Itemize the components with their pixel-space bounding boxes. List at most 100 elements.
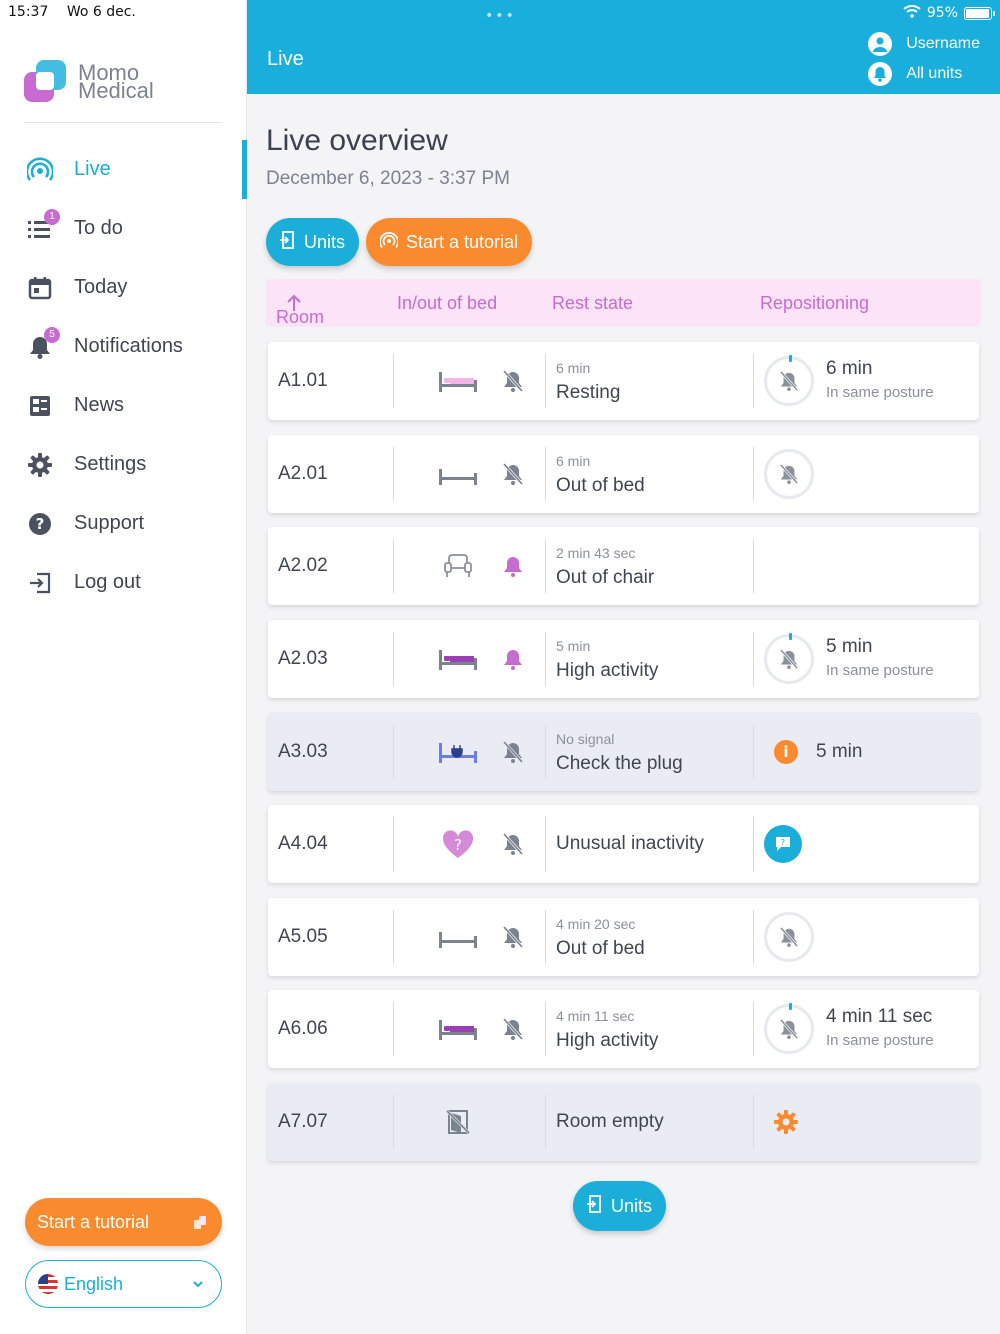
rest-label: Out of bed [556,475,645,496]
notifications-badge: 5 [44,326,60,343]
chevron-down-icon [191,1275,205,1296]
rest-label: High activity [556,1030,659,1051]
sidebar-item-label: Today [74,276,128,298]
sidebar-item-label: Settings [74,453,147,475]
bell-muted-icon[interactable] [502,462,524,486]
sidebar-item-support[interactable]: ? Support [0,494,247,553]
table-row[interactable]: A2.02 2 min 43 sec Out of chair [268,527,979,605]
user-icon [868,32,893,56]
column-repositioning[interactable]: Repositioning [760,293,870,313]
rest-time: 5 min [556,638,591,654]
rest-state: 4 min 11 sec High activity [556,1008,658,1052]
table-row[interactable]: A3.03 No signal Check the plug i 5 min [268,713,979,791]
table-row[interactable]: A5.05 4 min 20 sec Out of bed [268,898,979,976]
broadcast-icon [379,231,399,254]
room-number: A2.02 [278,555,328,576]
repositioning-timer [764,355,814,406]
status-bar-right: 95% [903,4,995,22]
info-icon[interactable]: i [774,740,798,764]
rest-state: 5 min High activity [556,638,658,682]
broadcast-icon [26,156,54,184]
language-value: English [64,1273,124,1294]
sidebar-item-label: Live [74,158,111,180]
column-inout[interactable]: In/out of bed [397,293,498,313]
units-bottom-label: Units [611,1195,653,1216]
svg-text:?: ? [454,836,462,854]
units-button-label: Units [304,231,346,252]
tutorial-button-label: Start a tutorial [406,231,519,252]
language-select[interactable]: English [25,1260,222,1308]
sidebar-divider [24,122,222,123]
rest-time: 6 min [556,453,591,469]
rest-state: 6 min Out of bed [556,453,645,497]
rest-state: Unusual inactivity [556,833,704,855]
multitask-dots-icon[interactable]: ••• [485,8,516,24]
sidebar-start-tutorial-button[interactable]: Start a tutorial [25,1198,222,1246]
repositioning-time: 6 min [826,358,873,379]
bell-muted-icon[interactable] [502,1017,524,1041]
bed-occupied-icon [438,368,478,394]
table-row[interactable]: A7.07 Room empty [268,1083,979,1161]
sidebar-item-label: Log out [74,571,141,593]
sidebar-item-todo[interactable]: 1 To do [0,199,247,258]
rest-label: Out of bed [556,938,645,959]
repositioning-time: 4 min 11 sec [826,1006,933,1027]
rest-state: 4 min 20 sec Out of bed [556,916,645,960]
chair-icon [438,553,478,579]
sort-arrow-up-icon [287,294,301,311]
table-row[interactable]: A2.03 5 min High activity 5 min In same … [268,620,979,698]
bell-active-icon[interactable] [502,647,524,671]
bell-muted-icon[interactable] [502,832,524,856]
sidebar-item-settings[interactable]: Settings [0,435,247,494]
sidebar-item-news[interactable]: News [0,376,247,435]
bell-muted-icon[interactable] [502,740,524,764]
rest-label: Out of chair [556,567,655,588]
tutorial-label: Start a tutorial [37,1211,150,1232]
bed-empty-icon [438,924,478,950]
units-bottom-button[interactable]: Units [573,1181,667,1231]
room-number: A2.03 [278,648,328,669]
column-room[interactable]: Room [276,293,324,327]
header-units[interactable]: All units [868,62,980,86]
sidebar-item-notifications[interactable]: 5 Notifications [0,317,247,376]
page-title: Live overview [266,124,448,157]
logout-icon [26,569,54,597]
repositioning-timer [764,1003,814,1054]
sidebar-item-logout[interactable]: Log out [0,553,247,612]
units-button[interactable]: Units [266,218,360,266]
bell-icon [868,62,893,86]
door-icon [280,230,296,254]
table-row[interactable]: A6.06 4 min 11 sec High activity 4 min 1… [268,990,979,1068]
room-number: A4.04 [278,833,328,854]
bell-active-icon[interactable] [502,554,524,578]
sidebar-item-label: To do [74,217,123,239]
room-number: A3.03 [278,741,328,762]
repositioning-note: In same posture [826,1032,934,1049]
bell-muted-icon[interactable] [502,369,524,393]
us-flag-icon [38,1274,58,1294]
rest-time: 6 min [556,360,591,376]
column-rest-state[interactable]: Rest state [552,293,634,313]
table-row[interactable]: A2.01 6 min Out of bed [268,435,979,513]
bell-muted-icon[interactable] [502,925,524,949]
sidebar-item-today[interactable]: Today [0,258,247,317]
bell-muted-icon [779,926,799,948]
rest-time: No signal [556,731,615,747]
gear-icon[interactable] [774,1110,798,1134]
bell-muted-icon [779,648,799,670]
chat-question-icon[interactable]: ? [764,825,802,863]
bed-occupied-icon [438,646,478,672]
bell-muted-icon [779,463,799,485]
sidebar-item-live[interactable]: Live [0,140,247,199]
repositioning-note: In same posture [826,662,934,679]
sidebar: Momo Medical Live 1 To do Today [0,0,247,1334]
table-row[interactable]: A1.01 6 min Resting 6 min In same postur… [268,342,979,420]
header-username[interactable]: Username [868,32,980,56]
room-number: A1.01 [278,370,328,391]
logo-mark-icon [24,60,68,104]
table-row[interactable]: A4.04 ? Unusual inactivity ? [268,805,979,883]
start-tutorial-button[interactable]: Start a tutorial [366,218,533,266]
repositioning-timer [764,449,814,499]
bell-muted-icon [779,1018,799,1040]
rest-label: Room empty [556,1111,664,1132]
